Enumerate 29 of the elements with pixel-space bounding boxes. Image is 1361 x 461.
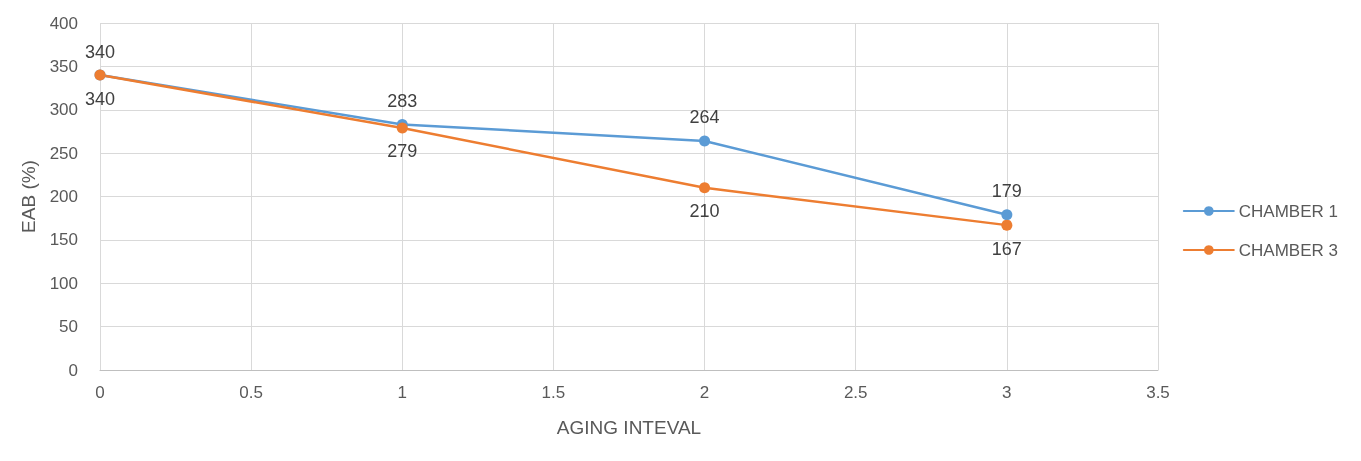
data-label: 210	[689, 201, 720, 222]
data-label: 340	[84, 41, 116, 62]
y-tick-label: 100	[49, 273, 78, 293]
data-label: 179	[991, 181, 1022, 202]
data-label: 264	[689, 107, 720, 128]
y-tick-label: 300	[49, 100, 78, 120]
y-tick-label: 50	[59, 317, 78, 337]
x-tick-label: 0	[95, 383, 105, 402]
y-tick-label: 350	[49, 56, 78, 76]
x-tick-label: 0.5	[239, 383, 263, 402]
x-tick-label: 3.5	[1146, 383, 1170, 402]
y-tick-label: 150	[49, 230, 78, 250]
y-tick-label: 0	[68, 360, 78, 380]
data-label: 283	[387, 91, 418, 111]
data-label: 340	[84, 88, 116, 109]
x-tick-label: 1	[397, 383, 408, 402]
y-tick-label: 250	[49, 143, 78, 163]
x-tick-label: 2	[699, 383, 710, 402]
x-axis-title: AGING INTEVAL	[556, 417, 702, 438]
legend-label: CHAMBER 3	[1238, 240, 1338, 260]
data-label: 167	[991, 238, 1022, 259]
x-tick-label: 2.5	[843, 383, 868, 402]
y-axis-title: EAB (%)	[18, 160, 39, 233]
legend-label: CHAMBER 1	[1238, 201, 1338, 221]
x-tick-label: 3	[1002, 383, 1012, 402]
x-tick-label: 1.5	[541, 383, 566, 402]
y-tick-label: 200	[49, 187, 78, 206]
data-label: 279	[387, 141, 418, 162]
y-tick-label: 400	[49, 13, 78, 33]
